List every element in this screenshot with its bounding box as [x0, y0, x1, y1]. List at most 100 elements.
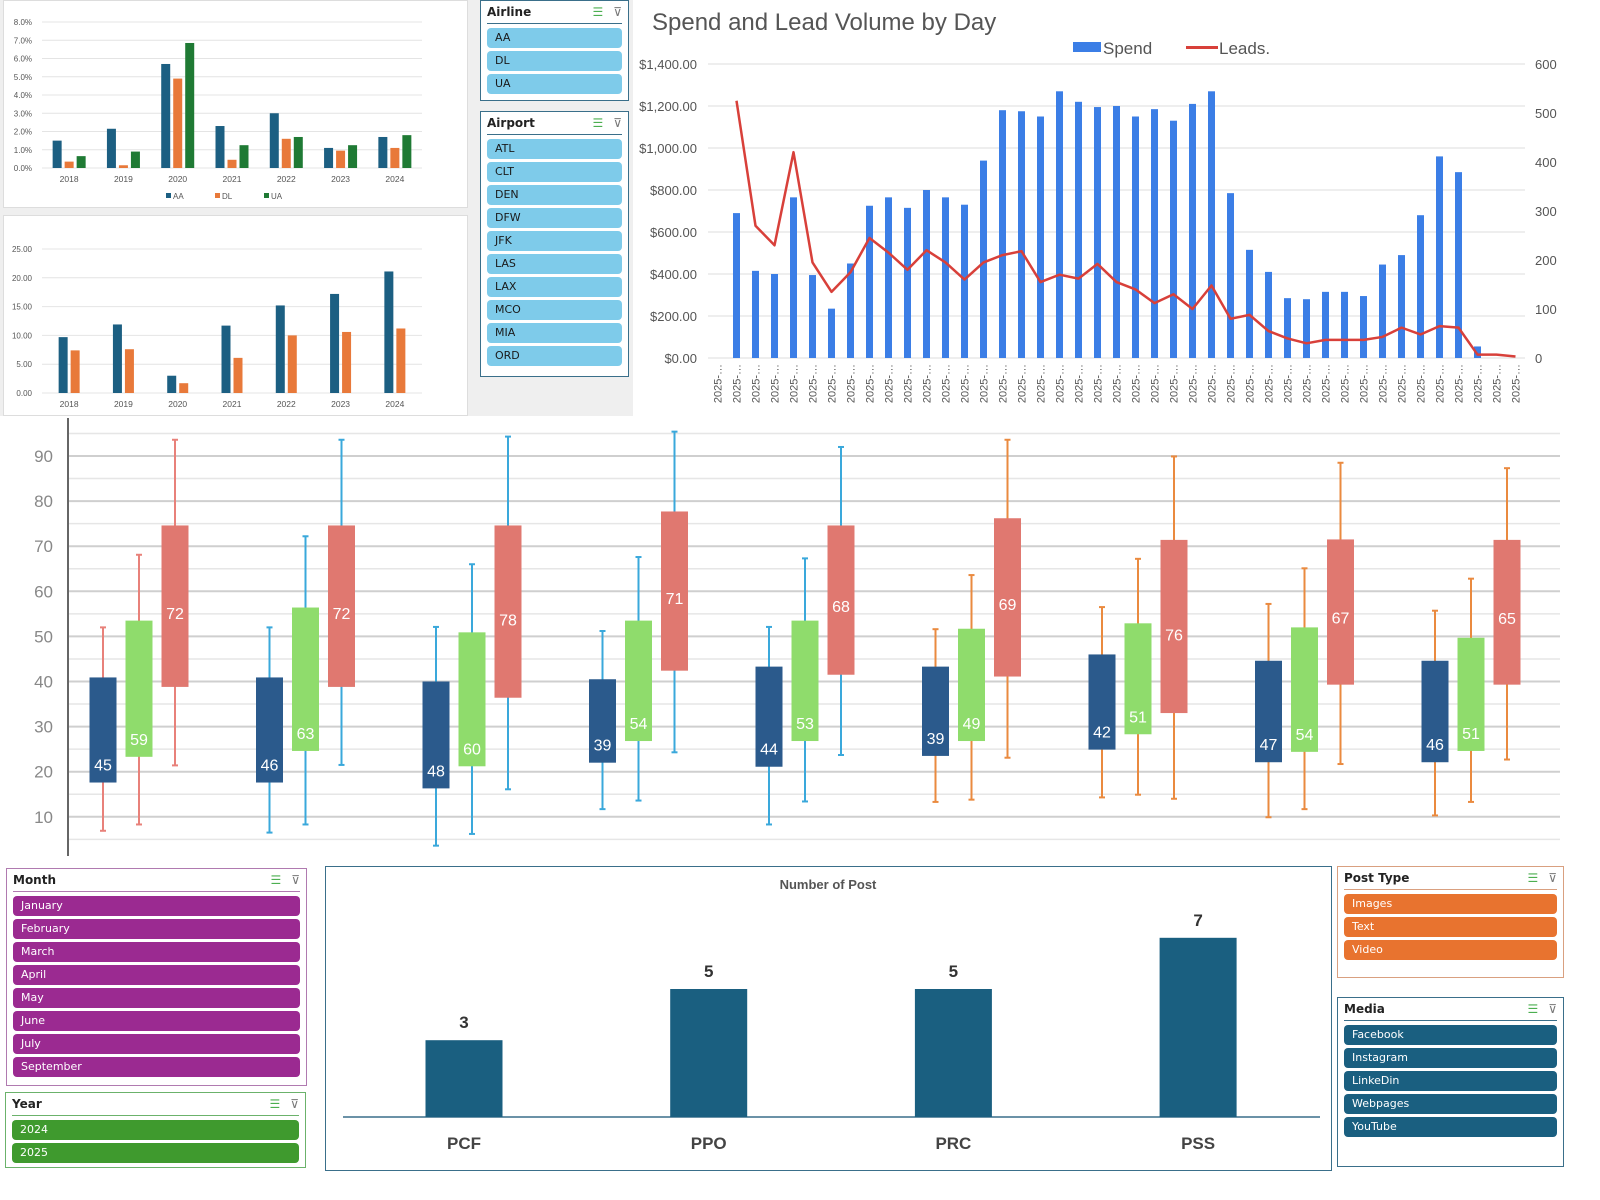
slicer-item[interactable]: June	[13, 1011, 300, 1031]
multi-select-icon[interactable]: ☰	[270, 873, 282, 887]
box	[256, 677, 283, 783]
box-label: 67	[1332, 611, 1350, 628]
media-slicer: Media ☰ ⊽ Facebook Instagram LinkeDin Webpages…	[1337, 997, 1564, 1167]
multi-select-icon[interactable]: ☰	[1527, 1002, 1539, 1016]
posts-chart-panel	[325, 866, 1332, 1171]
slicer-title: Airport	[487, 116, 535, 130]
box	[755, 666, 783, 767]
slicer-item[interactable]: DL	[487, 51, 622, 71]
box	[1327, 539, 1354, 685]
box	[328, 525, 355, 687]
clear-filter-icon[interactable]: ⊽	[613, 5, 622, 19]
box	[589, 679, 616, 763]
slicer-item[interactable]: LAX	[487, 277, 622, 297]
slicer-item[interactable]: Text	[1344, 917, 1557, 937]
clear-filter-icon[interactable]: ⊽	[290, 1097, 299, 1111]
slicer-item[interactable]: DFW	[487, 208, 622, 228]
clear-filter-icon[interactable]: ⊽	[291, 873, 300, 887]
multi-select-icon[interactable]: ☰	[269, 1097, 281, 1111]
slicer-item[interactable]: Facebook	[1344, 1025, 1557, 1045]
clear-filter-icon[interactable]: ⊽	[1548, 871, 1557, 885]
box-label: 72	[166, 606, 184, 623]
box	[1255, 660, 1282, 763]
slicer-item[interactable]: May	[13, 988, 300, 1008]
multi-select-icon[interactable]: ☰	[1527, 871, 1539, 885]
slicer-item[interactable]: ORD	[487, 346, 622, 366]
box-label: 39	[927, 731, 945, 748]
slicer-item[interactable]: UA	[487, 74, 622, 94]
spend-chart-panel	[633, 0, 1600, 416]
slicer-item[interactable]: Images	[1344, 894, 1557, 914]
slicer-item[interactable]: 2025	[12, 1143, 299, 1163]
box	[125, 620, 153, 757]
box-label: 46	[1426, 737, 1444, 754]
box-label: 48	[427, 763, 445, 780]
multi-select-icon[interactable]: ☰	[592, 5, 604, 19]
slicer-header: Year ☰ ⊽	[12, 1093, 299, 1116]
box	[1493, 539, 1521, 685]
y-tick-label: 30	[34, 718, 53, 737]
box-label: 39	[594, 738, 612, 755]
y-tick-label: 50	[34, 627, 53, 646]
slicer-header: Month ☰ ⊽	[13, 869, 300, 892]
slicer-item[interactable]: MIA	[487, 323, 622, 343]
slicer-item[interactable]: CLT	[487, 162, 622, 182]
box	[1421, 660, 1449, 763]
slicer-item[interactable]: Video	[1344, 940, 1557, 960]
rate-chart-panel	[3, 0, 468, 208]
slicer-item[interactable]: LinkeDin	[1344, 1071, 1557, 1091]
y-tick-label: 60	[34, 582, 53, 601]
slicer-item[interactable]: September	[13, 1057, 300, 1077]
box-label: 78	[499, 612, 517, 629]
box	[422, 681, 450, 789]
slicer-item[interactable]: DEN	[487, 185, 622, 205]
box-label: 47	[1260, 737, 1278, 754]
box-label: 63	[297, 726, 315, 743]
box-label: 45	[94, 758, 112, 775]
slicer-header: Airport ☰ ⊽	[487, 112, 622, 135]
clear-filter-icon[interactable]: ⊽	[613, 116, 622, 130]
slicer-item[interactable]: ATL	[487, 139, 622, 159]
box-label: 42	[1093, 725, 1111, 742]
slicer-item[interactable]: Webpages	[1344, 1094, 1557, 1114]
slicer-item[interactable]: YouTube	[1344, 1117, 1557, 1137]
slicer-title: Media	[1344, 1002, 1385, 1016]
slicer-item[interactable]: MCO	[487, 300, 622, 320]
slicer-title: Year	[12, 1097, 42, 1111]
y-tick-label: 90	[34, 447, 53, 466]
box	[625, 620, 652, 742]
slicer-item[interactable]: JFK	[487, 231, 622, 251]
y-tick-label: 80	[34, 492, 53, 511]
year-slicer: Year ☰ ⊽ 2024 2025	[5, 1092, 306, 1168]
slicer-item[interactable]: April	[13, 965, 300, 985]
airline-slicer: Airline ☰ ⊽ AA DL UA	[480, 0, 629, 101]
y-tick-label: 10	[34, 808, 53, 827]
slicer-item[interactable]: February	[13, 919, 300, 939]
box	[1457, 637, 1485, 751]
box	[958, 628, 985, 742]
box-label: 51	[1129, 709, 1147, 726]
airport-slicer: Airport ☰ ⊽ ATL CLT DEN DFW JFK LAS LAX MCO MIA ORD	[480, 111, 629, 377]
slicer-item[interactable]: March	[13, 942, 300, 962]
box	[661, 511, 688, 671]
slicer-item[interactable]: July	[13, 1034, 300, 1054]
clear-filter-icon[interactable]: ⊽	[1548, 1002, 1557, 1016]
box	[458, 632, 486, 767]
box-label: 60	[463, 741, 481, 758]
box	[1160, 539, 1188, 714]
box-label: 53	[796, 716, 814, 733]
box-label: 72	[333, 606, 351, 623]
box-label: 51	[1462, 726, 1480, 743]
slicer-item[interactable]: 2024	[12, 1120, 299, 1140]
slicer-item[interactable]: AA	[487, 28, 622, 48]
box	[89, 677, 117, 783]
slicer-item[interactable]: January	[13, 896, 300, 916]
box-label: 71	[666, 591, 684, 608]
box-label: 54	[630, 716, 648, 733]
slicer-item[interactable]: Instagram	[1344, 1048, 1557, 1068]
value-chart-panel	[3, 215, 468, 416]
multi-select-icon[interactable]: ☰	[592, 116, 604, 130]
box	[494, 525, 522, 698]
box	[161, 525, 189, 687]
slicer-item[interactable]: LAS	[487, 254, 622, 274]
